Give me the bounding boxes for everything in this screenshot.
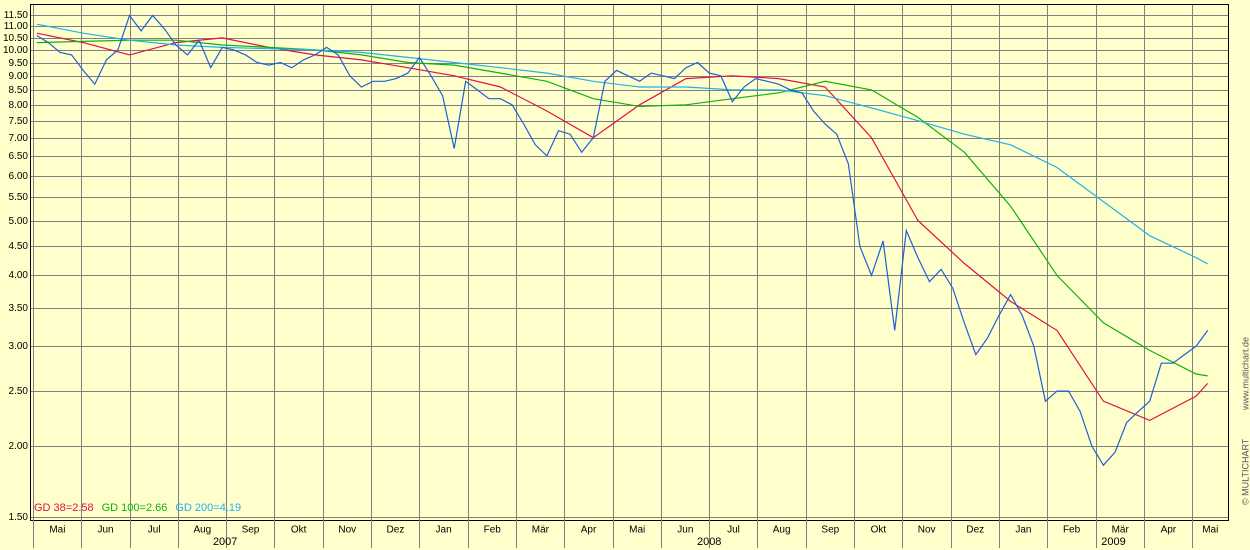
x-tick-label: Mai — [629, 525, 645, 536]
y-tick-label: 5.00 — [9, 216, 29, 227]
year-label: 2008 — [697, 536, 721, 548]
y-tick-label: 9.50 — [9, 58, 29, 69]
y-tick-label: 3.50 — [9, 303, 29, 314]
credit: www.multichart.de — [1240, 337, 1250, 411]
y-tick-label: 8.50 — [9, 85, 29, 96]
y-tick-label: 2.00 — [9, 441, 29, 452]
legend-entry: GD 200=4.19 — [175, 502, 241, 514]
x-tick-label: Jul — [148, 525, 161, 536]
series-line — [36, 32, 1209, 422]
x-tick-label: Mai — [49, 525, 65, 536]
x-tick-label: Dez — [387, 525, 405, 536]
x-tick-label: Feb — [1063, 525, 1081, 536]
x-tick-label: Jan — [436, 525, 452, 536]
x-tick-label: Jan — [1015, 525, 1031, 536]
y-tick-label: 10.00 — [3, 45, 28, 56]
x-tick-label: Apr — [581, 525, 597, 536]
x-tick-label: Okt — [291, 525, 307, 536]
x-tick-label: Jul — [727, 525, 740, 536]
x-tick-label: Nov — [338, 525, 356, 536]
y-tick-label: 5.50 — [9, 192, 29, 203]
y-tick-label: 4.00 — [9, 270, 29, 281]
y-tick-label: 11.00 — [4, 21, 29, 32]
x-tick-label: Mai — [1202, 525, 1218, 536]
x-tick-label: Nov — [918, 525, 936, 536]
legend-entry: GD 100=2.66 — [102, 502, 168, 514]
x-tick-label: Apr — [1161, 525, 1177, 536]
x-tick-label: Mär — [1112, 525, 1130, 536]
credit: © MULTICHART — [1240, 438, 1250, 505]
series-line — [36, 23, 1208, 265]
y-tick-label: 1.50 — [9, 512, 29, 523]
y-tick-label: 3.00 — [9, 341, 29, 352]
y-tick-label: 7.50 — [9, 116, 29, 127]
y-tick-label: 8.00 — [9, 100, 29, 111]
x-tick-label: Mär — [532, 525, 550, 536]
x-tick-label: Dez — [966, 525, 984, 536]
x-tick-label: Sep — [821, 525, 839, 536]
series-line — [36, 39, 1208, 377]
x-tick-label: Jun — [97, 525, 113, 536]
year-label: 2009 — [1101, 536, 1125, 548]
y-tick-label: 9.00 — [9, 71, 29, 82]
y-tick-label: 11.50 — [4, 10, 29, 21]
y-tick-label: 4.50 — [9, 241, 29, 252]
x-tick-label: Jun — [677, 525, 693, 536]
x-tick-label: Aug — [193, 525, 211, 536]
x-tick-label: Sep — [242, 525, 260, 536]
x-tick-label: Okt — [871, 525, 887, 536]
y-tick-label: 10.50 — [3, 33, 28, 44]
y-tick-label: 6.50 — [9, 151, 29, 162]
x-tick-label: Feb — [484, 525, 502, 536]
year-label: 2007 — [213, 536, 237, 548]
x-tick-label: Aug — [773, 525, 791, 536]
y-tick-label: 2.50 — [9, 386, 29, 397]
y-tick-label: 6.00 — [9, 171, 29, 182]
y-tick-label: 7.00 — [9, 133, 29, 144]
legend-entry: GD 38=2.58 — [34, 502, 94, 514]
series-line — [36, 14, 1209, 467]
